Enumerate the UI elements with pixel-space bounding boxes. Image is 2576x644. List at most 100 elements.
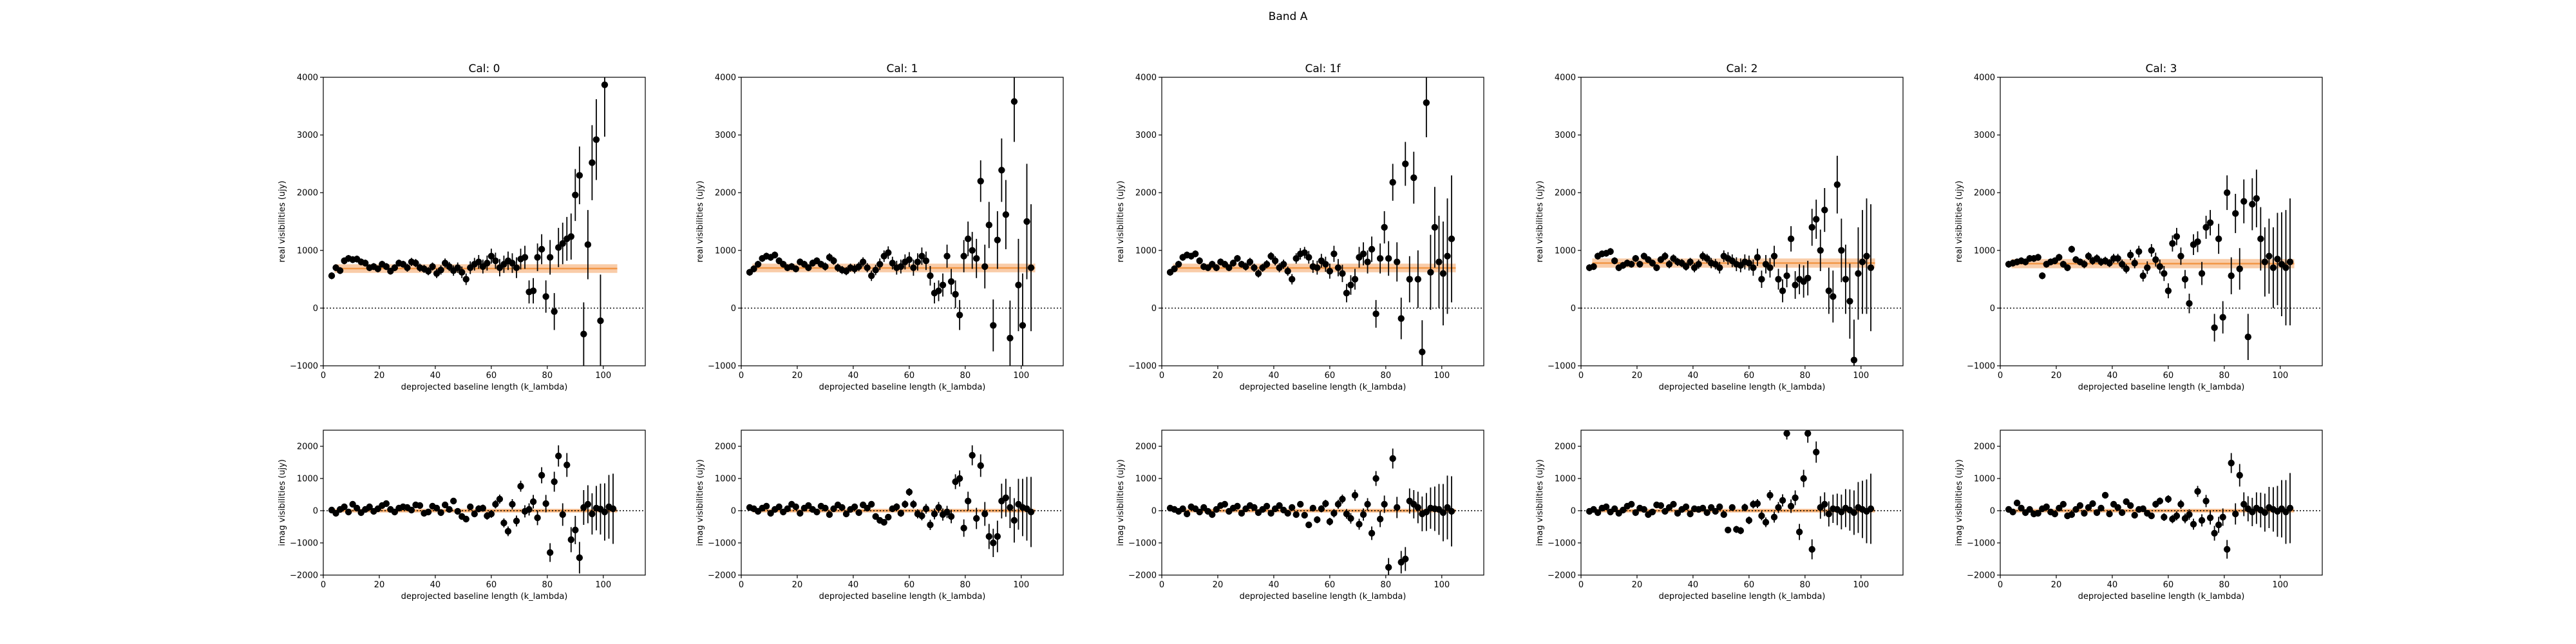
- y-tick-label: 1000: [715, 246, 736, 256]
- data-point: [1867, 264, 1875, 271]
- data-point: [509, 260, 516, 267]
- data-point: [943, 508, 951, 516]
- data-point: [905, 488, 913, 496]
- data-point: [1397, 315, 1405, 322]
- y-axis-label: imag visibilities (ujy): [278, 459, 287, 546]
- data-point: [2018, 504, 2025, 512]
- data-point: [509, 500, 516, 508]
- data-point: [2064, 264, 2071, 271]
- data-point: [1196, 508, 1203, 516]
- data-point: [859, 258, 867, 265]
- data-point: [1019, 322, 1027, 329]
- data-point: [822, 263, 829, 270]
- data-point: [2186, 300, 2193, 307]
- y-tick-label: −2000: [1128, 571, 1157, 581]
- data-point: [960, 252, 967, 260]
- data-point: [1775, 504, 1782, 511]
- data-point: [939, 281, 947, 289]
- data-point: [1590, 263, 1597, 270]
- data-point: [408, 506, 415, 514]
- data-point: [1372, 475, 1379, 482]
- y-tick-label: 4000: [715, 73, 736, 83]
- x-tick-label: 20: [1213, 580, 1224, 590]
- data-point: [1007, 334, 1014, 342]
- data-point: [584, 241, 592, 249]
- data-point: [454, 507, 461, 515]
- data-point: [2219, 513, 2226, 521]
- data-point: [1027, 508, 1035, 516]
- data-point: [1863, 252, 1870, 260]
- x-tick-label: 100: [1013, 371, 1029, 381]
- data-point: [1309, 504, 1316, 512]
- data-point: [1662, 252, 1669, 260]
- y-axis-label: imag visibilities (ujy): [696, 459, 705, 546]
- data-point: [2009, 508, 2016, 516]
- data-point: [1830, 293, 1837, 300]
- data-point: [910, 264, 917, 271]
- data-point: [1716, 503, 1723, 511]
- data-point: [1318, 505, 1325, 513]
- data-point: [1792, 281, 1799, 289]
- data-point: [1356, 520, 1363, 528]
- data-point: [2131, 260, 2138, 267]
- data-point: [1402, 160, 1409, 167]
- data-point: [1389, 178, 1396, 186]
- data-point: [576, 172, 583, 179]
- axes-frame: [2000, 77, 2323, 366]
- data-point: [994, 533, 1001, 540]
- data-point: [1754, 500, 1761, 507]
- y-tick-label: 3000: [715, 131, 736, 140]
- y-tick-label: 4000: [1555, 73, 1576, 83]
- x-tick-label: 60: [904, 580, 915, 590]
- data-point: [601, 81, 609, 88]
- data-point: [867, 500, 875, 508]
- data-point: [1255, 270, 1262, 277]
- y-tick-label: −1000: [1967, 362, 1995, 372]
- x-tick-label: 0: [1159, 580, 1164, 590]
- data-point: [1758, 512, 1765, 520]
- data-point: [1179, 505, 1186, 513]
- x-tick-label: 20: [1632, 371, 1643, 381]
- y-axis-label: imag visibilities (ujy): [1535, 459, 1545, 546]
- data-point: [1191, 250, 1199, 258]
- y-tick-label: 0: [313, 507, 318, 516]
- data-point: [1716, 264, 1723, 271]
- data-point: [956, 311, 963, 319]
- y-tick-label: −1000: [1548, 362, 1576, 372]
- data-point: [1745, 260, 1753, 267]
- data-point: [1427, 269, 1434, 276]
- x-tick-label: 80: [1800, 580, 1811, 590]
- data-point: [1288, 276, 1296, 283]
- data-point: [1183, 510, 1191, 518]
- subplot-imag-2: 0 20 40 60 80 100 −2000 −1000 0 1000 2000 deproject…: [1116, 430, 1484, 601]
- data-point: [2198, 516, 2206, 524]
- data-point: [775, 503, 782, 511]
- data-point: [2126, 251, 2134, 259]
- x-tick-label: 100: [1853, 371, 1869, 381]
- data-point: [2286, 258, 2294, 265]
- data-point: [1381, 500, 1388, 508]
- data-point: [1737, 527, 1745, 535]
- data-point: [1015, 281, 1022, 289]
- data-point: [383, 500, 390, 507]
- x-tick-label: 40: [1269, 371, 1280, 381]
- data-point: [2286, 504, 2294, 512]
- subplot-title: Cal: 2: [1727, 62, 1758, 75]
- y-tick-label: 0: [731, 507, 736, 516]
- x-tick-label: 80: [960, 580, 971, 590]
- data-point: [1385, 564, 1392, 571]
- data-point: [1808, 545, 1815, 553]
- data-point: [1263, 261, 1271, 268]
- data-point: [1649, 260, 1656, 267]
- data-point: [1213, 264, 1220, 271]
- data-point: [467, 503, 474, 511]
- data-point: [2152, 256, 2159, 263]
- data-point: [2118, 261, 2126, 268]
- axes-frame: [323, 77, 646, 366]
- data-point: [977, 178, 984, 185]
- axes-frame: [2000, 430, 2323, 576]
- x-tick-label: 60: [486, 371, 497, 381]
- y-tick-label: 2000: [1555, 442, 1576, 452]
